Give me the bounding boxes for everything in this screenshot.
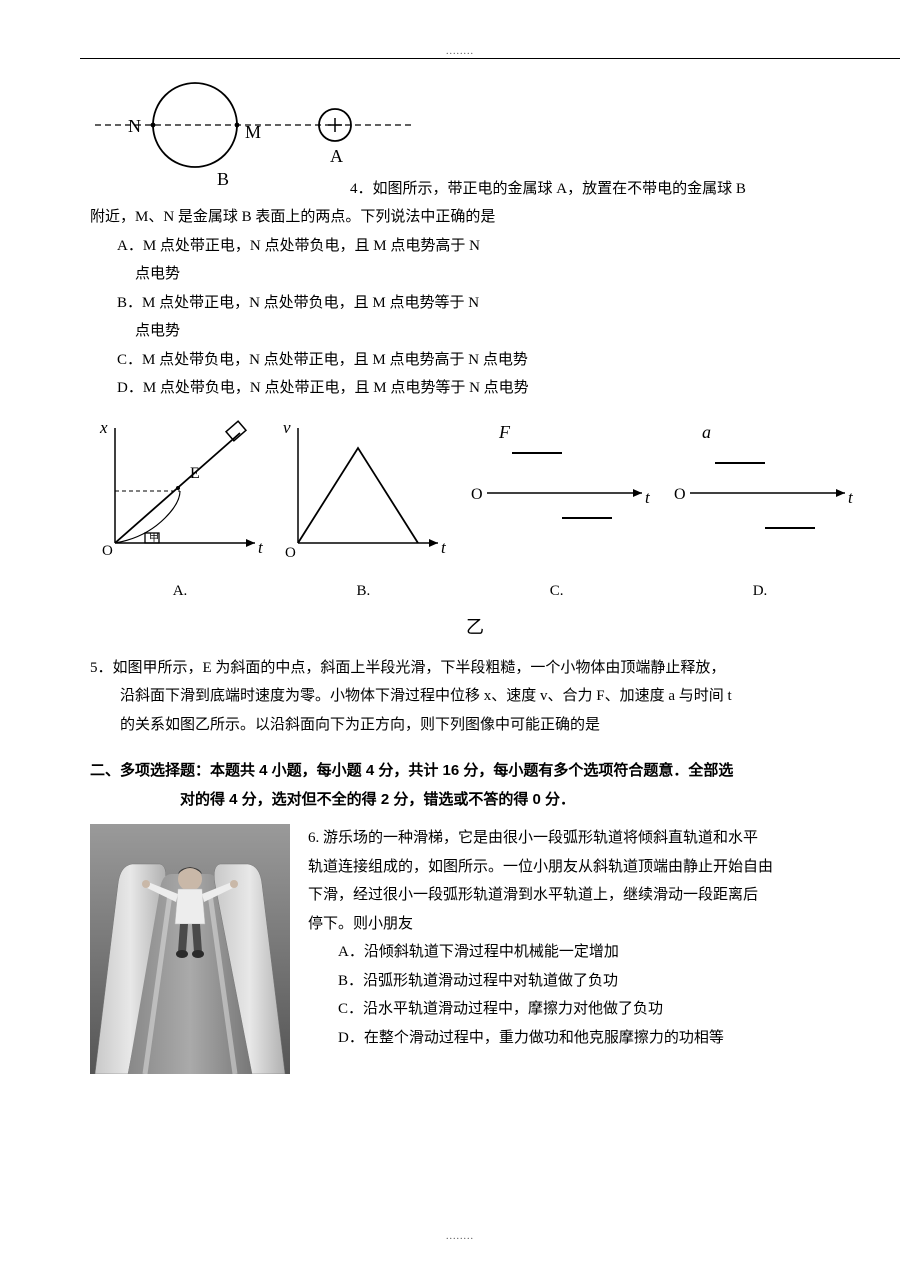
- panel-A-y: x: [99, 418, 108, 437]
- panel-B: v t O B.: [273, 413, 453, 606]
- panel-C-label: C.: [457, 577, 657, 606]
- panel-A: E 甲 x t O A.: [90, 413, 270, 606]
- svg-text:O: O: [285, 545, 296, 561]
- label-M: M: [245, 122, 261, 142]
- q6-line2: 轨道连接组成的，如图所示。一位小朋友从斜轨道顶端由静止开始自由: [308, 853, 860, 882]
- q5-num: 5．: [90, 660, 113, 676]
- panel-B-y: v: [283, 418, 291, 437]
- panel-A-E: E: [190, 465, 200, 482]
- content: N M B A 4．如图所示，带正电的金属球 A，放置在不带电的金属球 B 附近…: [90, 70, 860, 1074]
- panels-row: E 甲 x t O A.: [90, 413, 860, 606]
- yi-label: 乙: [90, 610, 860, 644]
- q6-text: 6. 游乐场的一种滑梯，它是由很小一段弧形轨道将倾斜直轨道和水平 轨道连接组成的…: [308, 824, 860, 1052]
- panel-D-y: a: [702, 422, 711, 442]
- q4-svg: N M B A: [90, 70, 420, 190]
- q4-stem-a: 如图所示，带正电的金属球 A，放置在不带电的金属球 B: [373, 181, 746, 197]
- panel-C-o: O: [471, 486, 483, 503]
- panel-D-svg: a t O: [660, 413, 860, 563]
- section2-line2: 对的得 4 分，选对但不全的得 2 分，错选或不答的得 0 分．: [135, 786, 860, 815]
- q6-line3: 下滑，经过很小一段弧形轨道滑到水平轨道上，继续滑动一段距离后: [308, 881, 860, 910]
- q4-optA-2: 点电势: [90, 260, 860, 289]
- panel-D: a t O D.: [660, 413, 860, 606]
- q4-block: 4．如图所示，带正电的金属球 A，放置在不带电的金属球 B 附近，M、N 是金属…: [90, 175, 860, 403]
- panel-C-x: t: [645, 488, 651, 507]
- q5-block: 5．如图甲所示，E 为斜面的中点，斜面上半段光滑，下半段粗糙，一个小物体由顶端静…: [90, 654, 860, 740]
- label-N: N: [128, 116, 141, 136]
- label-A: A: [330, 146, 343, 166]
- q6-optA: A．沿倾斜轨道下滑过程中机械能一定增加: [308, 938, 860, 967]
- panel-D-o: O: [674, 486, 686, 503]
- q5-line3: 的关系如图乙所示。以沿斜面向下为正方向，则下列图像中可能正确的是: [90, 711, 860, 740]
- q6-optC: C．沿水平轨道滑动过程中，摩擦力对他做了负功: [308, 995, 860, 1024]
- q4-optC: C．M 点处带负电，N 点处带正电，且 M 点电势高于 N 点电势: [105, 346, 860, 375]
- panel-B-x: t: [441, 538, 447, 557]
- top-rule: [80, 58, 900, 59]
- svg-text:O: O: [102, 543, 113, 559]
- panel-C: F t O C.: [457, 413, 657, 606]
- q4-stem-line1: 4．如图所示，带正电的金属球 A，放置在不带电的金属球 B: [350, 175, 860, 204]
- q4-optB-1: B．M 点处带正电，N 点处带负电，且 M 点电势等于 N: [105, 289, 860, 318]
- svg-text:甲: 甲: [149, 533, 159, 544]
- q4-optD: D．M 点处带负电，N 点处带正电，且 M 点电势等于 N 点电势: [105, 374, 860, 403]
- section2-head: 二、多项选择题：本题共 4 小题，每小题 4 分，共计 16 分，每小题有多个选…: [90, 757, 860, 814]
- label-B: B: [217, 169, 229, 189]
- panel-C-y: F: [498, 422, 511, 442]
- q4-num: 4．: [350, 181, 373, 197]
- q5-line2: 沿斜面下滑到底端时速度为零。小物体下滑过程中位移 x、速度 v、合力 F、加速度…: [90, 682, 860, 711]
- q4-optB-2: 点电势: [90, 317, 860, 346]
- q6-num: 6.: [308, 830, 323, 846]
- section2-line1: 二、多项选择题：本题共 4 小题，每小题 4 分，共计 16 分，每小题有多个选…: [135, 757, 860, 786]
- q6-line1: 游乐场的一种滑梯，它是由很小一段弧形轨道将倾斜直轨道和水平: [323, 830, 758, 846]
- panel-A-svg: E 甲 x t O: [90, 413, 270, 563]
- panel-A-x: t: [258, 538, 264, 557]
- q4-optA-1: A．M 点处带正电，N 点处带负电，且 M 点电势高于 N: [105, 232, 860, 261]
- panel-D-label: D.: [660, 577, 860, 606]
- panel-A-label: A.: [90, 577, 270, 606]
- q6-line4: 停下。则小朋友: [308, 910, 860, 939]
- panel-D-x: t: [848, 488, 854, 507]
- q6-block: 6. 游乐场的一种滑梯，它是由很小一段弧形轨道将倾斜直轨道和水平 轨道连接组成的…: [90, 824, 860, 1074]
- footer-dots: ........: [446, 1227, 474, 1246]
- q4-stem-line2: 附近，M、N 是金属球 B 表面上的两点。下列说法中正确的是: [90, 203, 860, 232]
- page: ........ N M B A: [0, 0, 920, 1274]
- panel-B-svg: v t O: [273, 413, 453, 563]
- q6-optB: B．沿弧形轨道滑动过程中对轨道做了负功: [308, 967, 860, 996]
- panel-C-svg: F t O: [457, 413, 657, 563]
- panel-B-label: B.: [273, 577, 453, 606]
- q6-optD: D．在整个滑动过程中，重力做功和他克服摩擦力的功相等: [308, 1024, 860, 1053]
- q6-image: [90, 824, 290, 1074]
- q5-line1: 如图甲所示，E 为斜面的中点，斜面上半段光滑，下半段粗糙，一个小物体由顶端静止释…: [113, 660, 726, 676]
